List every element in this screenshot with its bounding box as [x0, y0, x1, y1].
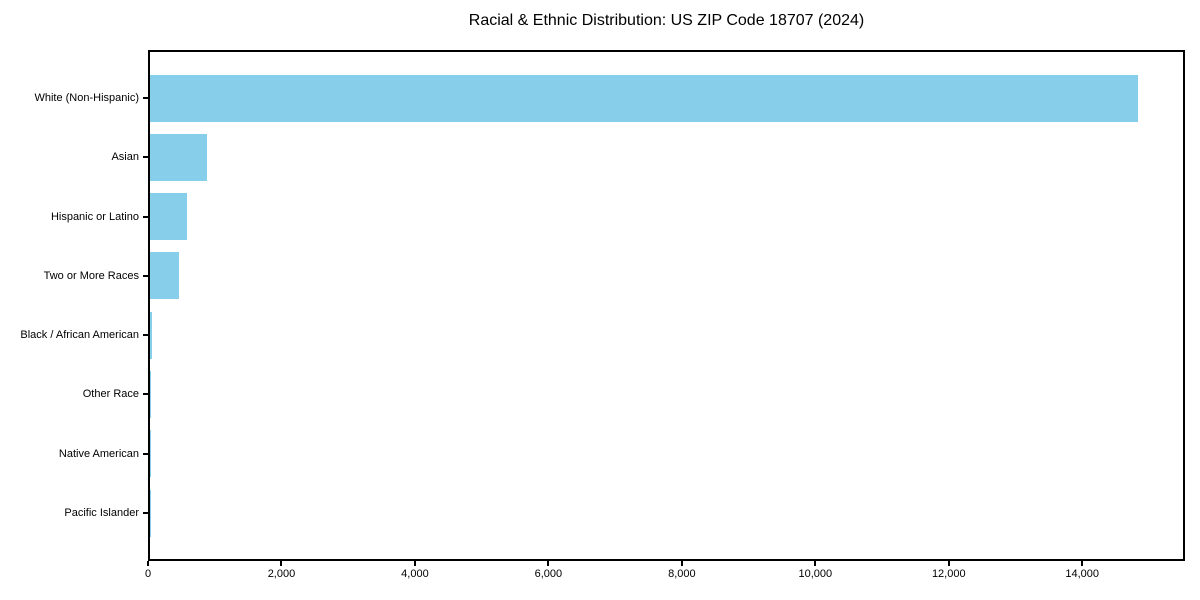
bar-two-or-more-races: [150, 252, 179, 300]
x-tick-mark: [413, 561, 416, 566]
y-axis-label: Two or More Races: [43, 269, 139, 282]
x-tick-mark: [947, 561, 950, 566]
x-tick-label: 2,000: [267, 568, 296, 580]
x-tick-label: 6,000: [534, 568, 563, 580]
y-tick-mark: [143, 274, 148, 277]
x-tick-label: 4,000: [401, 568, 429, 580]
y-axis-label: Other Race: [82, 388, 139, 401]
bar-black-african-american: [150, 311, 153, 359]
y-tick-mark: [143, 512, 148, 514]
y-axis-label: White (Non-Hispanic): [34, 92, 139, 104]
y-tick-mark: [143, 452, 148, 455]
y-tick-mark: [143, 393, 148, 396]
x-tick-label: 14,000: [1065, 568, 1100, 580]
y-axis-label: Pacific Islander: [64, 507, 139, 519]
x-tick-mark: [680, 561, 683, 566]
y-axis-label: Hispanic or Latino: [50, 210, 139, 223]
bar-asian: [150, 133, 207, 181]
x-tick-mark: [547, 561, 550, 566]
bar-other-race: [150, 370, 152, 418]
y-axis-label: Asian: [111, 151, 139, 164]
y-axis-label: Black / African American: [20, 329, 139, 342]
y-tick-mark: [143, 97, 148, 99]
bar-native-american: [150, 430, 151, 478]
bar-hispanic-or-latino: [150, 193, 188, 241]
x-tick-mark: [280, 561, 283, 566]
y-axis-label: Native American: [58, 447, 139, 460]
x-tick-label: 8,000: [668, 568, 696, 580]
x-tick-mark: [147, 561, 149, 566]
x-tick-label: 0: [144, 568, 152, 580]
plot-area: [148, 50, 1185, 561]
y-tick-mark: [143, 156, 148, 159]
y-tick-mark: [143, 215, 148, 218]
x-tick-label: 10,000: [798, 568, 833, 580]
bar-white-non-hispanic: [150, 74, 1138, 122]
y-tick-mark: [143, 334, 148, 337]
chart-title: Racial & Ethnic Distribution: US ZIP Cod…: [468, 12, 865, 29]
x-tick-mark: [814, 561, 817, 566]
x-tick-label: 12,000: [931, 568, 966, 580]
x-tick-mark: [1081, 561, 1084, 566]
